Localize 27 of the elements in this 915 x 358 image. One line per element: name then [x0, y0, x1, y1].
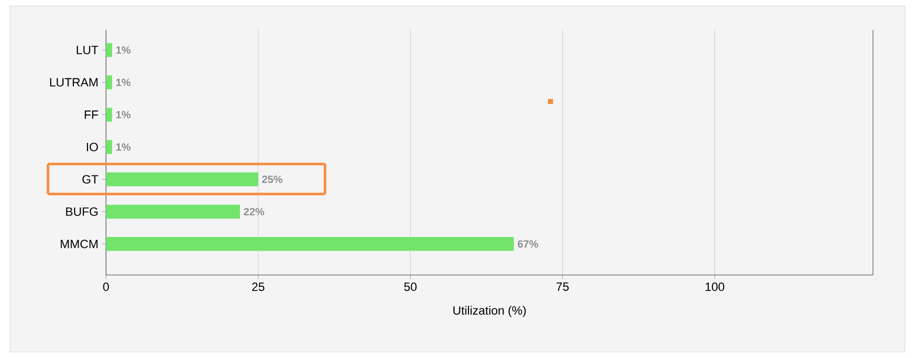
y-tick-label: MMCM — [60, 240, 98, 248]
x-tick-label: 50 — [404, 282, 417, 292]
data-label: 25% — [262, 176, 282, 184]
bar — [106, 75, 112, 90]
bar — [106, 43, 112, 57]
data-label: 1% — [116, 46, 131, 54]
y-tick-label: IO — [86, 142, 98, 152]
data-label: 22% — [244, 208, 264, 216]
data-label: 1% — [116, 78, 131, 86]
bar — [106, 108, 112, 122]
y-tick-label: FF — [84, 110, 98, 119]
data-label: 1% — [116, 143, 131, 151]
x-tick-label: 100 — [706, 282, 724, 292]
bar — [106, 172, 258, 186]
x-axis-title: Utilization (%) — [453, 306, 526, 318]
bar — [106, 140, 112, 154]
x-tick-label: 0 — [103, 282, 109, 292]
data-label: 67% — [518, 240, 538, 248]
y-tick-label: LUT — [76, 46, 98, 54]
y-tick-label: BUFG — [66, 207, 98, 216]
bar — [106, 204, 240, 219]
y-tick-label: LUTRAM — [50, 78, 98, 87]
y-tick-label: GT — [82, 175, 98, 184]
x-tick-label: 25 — [252, 282, 264, 292]
x-tick-label: 75 — [556, 282, 569, 291]
data-label: 1% — [116, 111, 131, 118]
bar — [106, 237, 514, 251]
